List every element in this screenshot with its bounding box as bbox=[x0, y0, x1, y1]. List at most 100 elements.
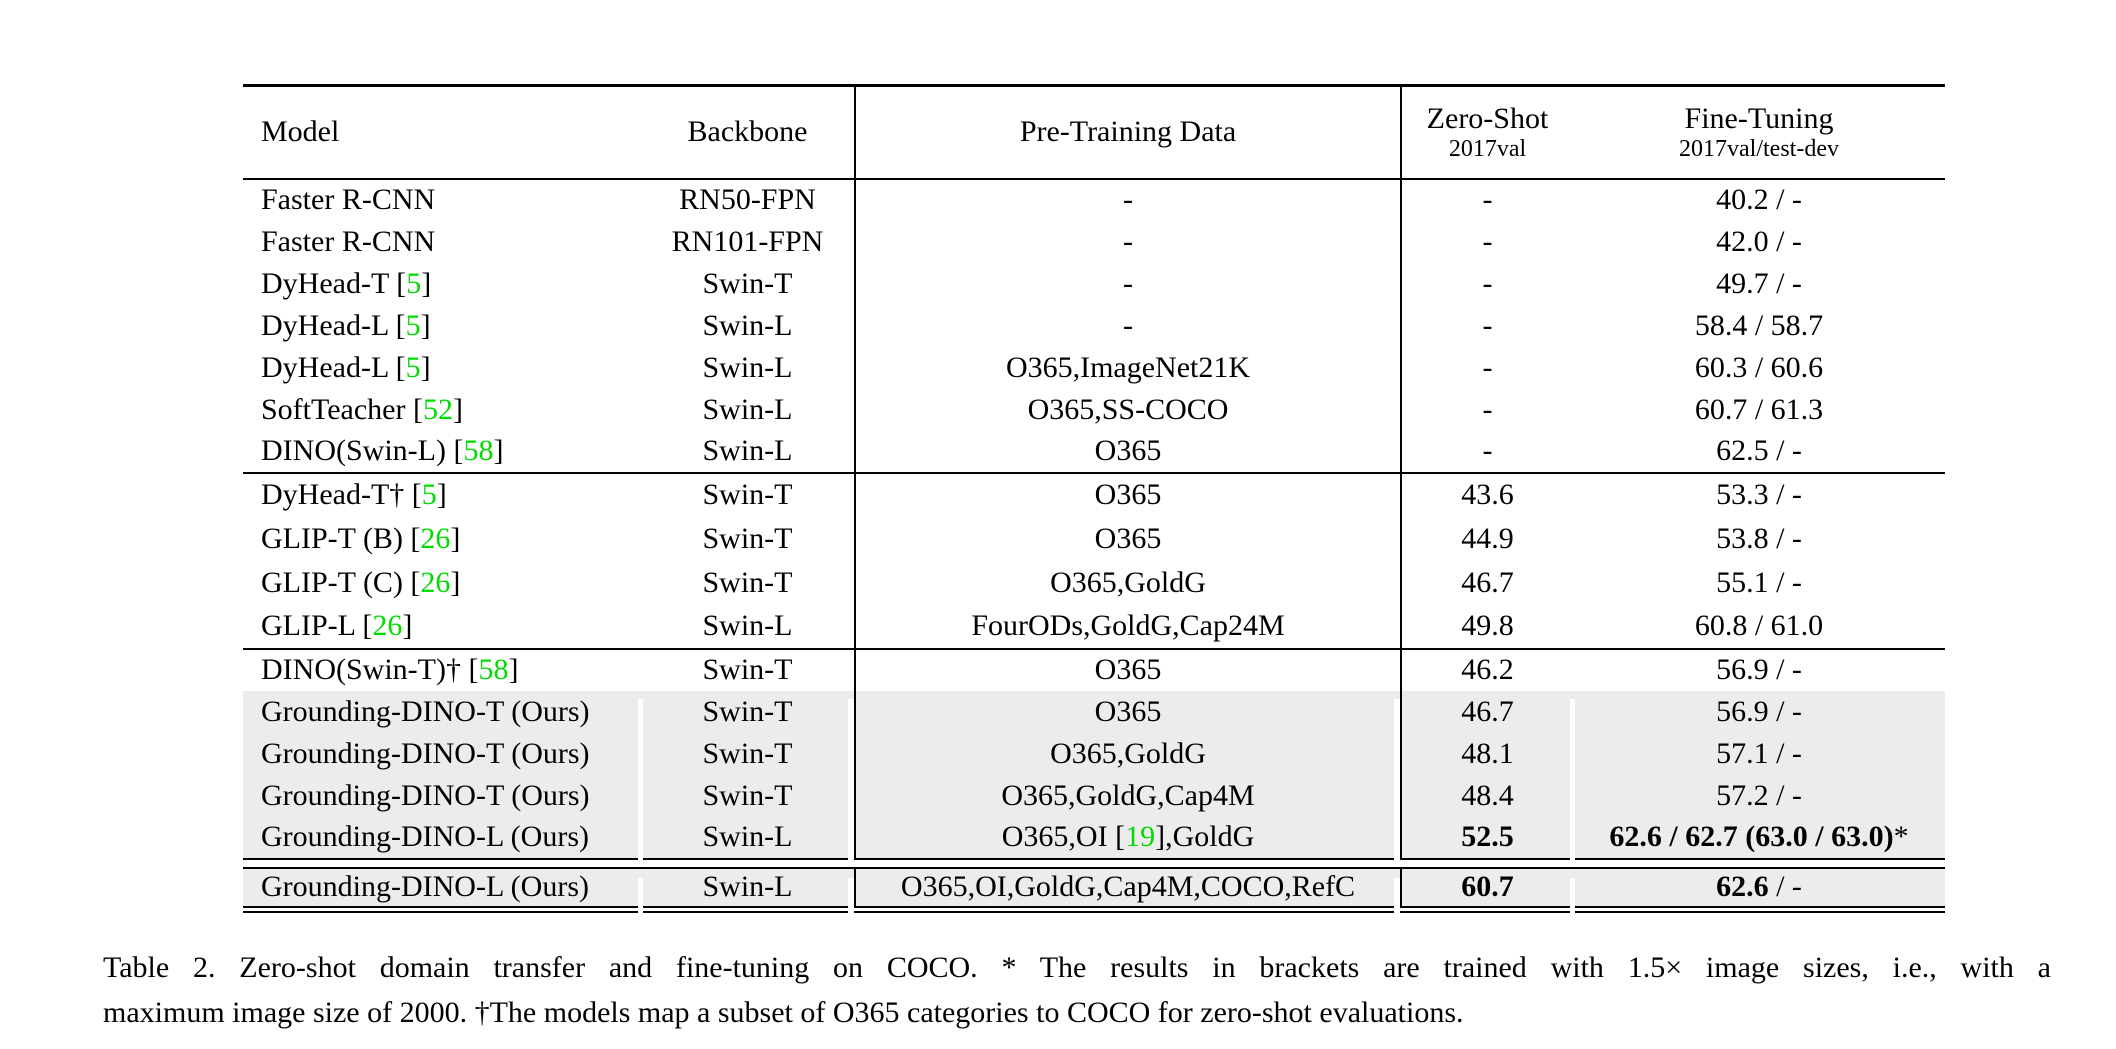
cell-text: GLIP-T (C) [ bbox=[261, 565, 421, 599]
table-row: Faster R-CNN RN50-FPN - - 40.2 / - bbox=[243, 178, 1945, 221]
cell-text: ],GoldG bbox=[1155, 820, 1255, 853]
cell-text: 46.7 bbox=[1461, 565, 1514, 599]
cell-text: - bbox=[1123, 308, 1133, 342]
cell-text: FourODs,GoldG,Cap24M bbox=[971, 609, 1285, 642]
cell-model: Grounding-DINO-L (Ours) bbox=[243, 867, 641, 910]
results-table-wrap: Model Backbone Pre-Training Data Zero-Sh… bbox=[243, 84, 1945, 918]
cell-zeroshot: - bbox=[1400, 346, 1573, 389]
cell-backbone: Swin-T bbox=[641, 263, 855, 305]
table-row: DINO(Swin-L) [58] Swin-L O365 - 62.5 / - bbox=[243, 430, 1945, 473]
table-row: GLIP-L [26] Swin-L FourODs,GoldG,Cap24M 49.… bbox=[243, 604, 1945, 649]
citation-ref: 19 bbox=[1125, 820, 1156, 853]
cell-text: 60.8 / 61.0 bbox=[1694, 609, 1824, 642]
citation-ref: 5 bbox=[405, 350, 421, 384]
cell-backbone: Swin-L bbox=[641, 347, 855, 389]
cell-finetune: 60.3 / 60.6 bbox=[1573, 347, 1945, 389]
cell-finetune: 40.2 / - bbox=[1573, 179, 1945, 221]
cell-finetune: 56.9 / - bbox=[1573, 690, 1945, 733]
cell-zeroshot: 60.7 bbox=[1400, 867, 1573, 910]
table-row: GLIP-T (B) [26] Swin-T O365 44.9 53.8 / - bbox=[243, 516, 1945, 561]
cell-text: ] bbox=[420, 350, 431, 384]
cell-text: / - bbox=[1768, 870, 1802, 904]
cell-model: DyHead-T [5] bbox=[243, 263, 641, 305]
cell-text: 60.7 / 61.3 bbox=[1694, 392, 1824, 426]
table-row: GLIP-T (C) [26] Swin-T O365,GoldG 46.7 55.1 … bbox=[243, 560, 1945, 605]
cell-text: O365 bbox=[1094, 653, 1162, 686]
cell-text: - bbox=[1482, 308, 1493, 342]
cell-model: GLIP-T (B) [26] bbox=[243, 517, 641, 561]
cell-text: Faster R-CNN bbox=[261, 224, 436, 258]
cell-text: 48.4 bbox=[1461, 778, 1514, 812]
cell-text: - bbox=[1482, 266, 1493, 300]
table-row: Grounding-DINO-L (Ours) Swin-L O365,OI,Gol… bbox=[243, 867, 1945, 910]
highlight-gap-divider bbox=[1570, 699, 1575, 864]
cell-text: Swin-L bbox=[702, 350, 793, 384]
cell-model: Faster R-CNN bbox=[243, 179, 641, 221]
cell-model: DyHead-L [5] bbox=[243, 347, 641, 389]
cell-finetune: 58.4 / 58.7 bbox=[1573, 305, 1945, 347]
cell-text: 62.6 bbox=[1716, 870, 1769, 904]
cell-backbone: Swin-T bbox=[641, 774, 855, 817]
cell-zeroshot: 48.4 bbox=[1400, 774, 1573, 817]
cell-text: Swin-L bbox=[702, 820, 793, 853]
cell-model: SoftTeacher [52] bbox=[243, 389, 641, 431]
caption-line-2: maximum image size of 2000. †The models … bbox=[103, 996, 1464, 1029]
cell-pretrain: - bbox=[854, 178, 1401, 221]
highlight-gap-divider bbox=[638, 878, 643, 918]
cell-backbone: Swin-T bbox=[641, 690, 855, 733]
cell-text: 60.3 / 60.6 bbox=[1694, 350, 1824, 384]
zero-shot-header-stack: Zero-Shot 2017val bbox=[1403, 102, 1573, 162]
column-header-backbone: Backbone bbox=[687, 115, 808, 149]
cell-text: O365 bbox=[1094, 434, 1162, 467]
cell-text: ] bbox=[421, 266, 432, 300]
cell-text: * bbox=[1893, 820, 1909, 853]
cell-text: 55.1 / - bbox=[1716, 565, 1802, 599]
cell-text: Swin-T bbox=[702, 653, 793, 686]
cell-pretrain: - bbox=[854, 262, 1401, 305]
cell-zeroshot: - bbox=[1400, 430, 1573, 473]
cell-backbone: Swin-L bbox=[641, 816, 855, 859]
column-header-fine-tuning-sublabel: 2017val/test-dev bbox=[1679, 135, 1839, 162]
cell-text: - bbox=[1123, 183, 1133, 216]
cell-model: DyHead-T† [5] bbox=[243, 473, 641, 517]
cell-text: O365,ImageNet21K bbox=[1005, 350, 1251, 384]
highlight-gap-divider bbox=[1394, 878, 1400, 918]
cell-text: 57.2 / - bbox=[1716, 778, 1802, 812]
cell-text: - bbox=[1123, 224, 1133, 258]
citation-ref: 5 bbox=[421, 478, 437, 511]
column-header-pretraining-data: Pre-Training Data bbox=[854, 85, 1401, 179]
table-row: Grounding-DINO-T (Ours) Swin-T O365 46.7 56.… bbox=[243, 690, 1945, 733]
cell-text: Faster R-CNN bbox=[261, 183, 436, 216]
table-row: DyHead-L [5] Swin-L - - 58.4 / 58.7 bbox=[243, 304, 1945, 347]
cell-text: Swin-L bbox=[702, 870, 793, 904]
cell-zeroshot: - bbox=[1400, 304, 1573, 347]
cell-pretrain: - bbox=[854, 304, 1401, 347]
cell-backbone: Swin-L bbox=[641, 431, 855, 473]
column-header-zero-shot: Zero-Shot 2017val bbox=[1400, 85, 1573, 179]
cell-text: O365,GoldG bbox=[1050, 565, 1206, 599]
cell-zeroshot: 43.6 bbox=[1400, 472, 1573, 517]
cell-text: Swin-T bbox=[702, 778, 793, 812]
cell-pretrain: O365,OI,GoldG,Cap4M,COCO,RefC bbox=[854, 867, 1401, 910]
cell-text: Grounding-DINO-T (Ours) bbox=[261, 694, 590, 728]
cell-text: 62.6 / 62.7 (63.0 / 63.0) bbox=[1609, 820, 1894, 853]
citation-ref: 26 bbox=[372, 609, 403, 642]
cell-backbone: RN50-FPN bbox=[641, 179, 855, 221]
cell-text: - bbox=[1482, 183, 1493, 216]
cell-backbone: Swin-T bbox=[641, 473, 855, 517]
cell-finetune: 53.8 / - bbox=[1573, 517, 1945, 561]
citation-ref: 5 bbox=[406, 266, 422, 300]
cell-zeroshot: 46.7 bbox=[1400, 560, 1573, 605]
cell-model: Grounding-DINO-T (Ours) bbox=[243, 732, 641, 775]
cell-text: 62.5 / - bbox=[1716, 434, 1802, 467]
cell-text: 60.7 bbox=[1461, 870, 1514, 904]
cell-text: Swin-T bbox=[702, 565, 793, 599]
cell-pretrain: O365 bbox=[854, 690, 1401, 733]
column-header-zero-shot-sublabel: 2017val bbox=[1448, 135, 1527, 162]
highlight-gap-divider bbox=[1570, 878, 1575, 918]
cell-text: Grounding-DINO-L (Ours) bbox=[261, 870, 589, 904]
cell-text: Swin-L bbox=[702, 434, 793, 467]
cell-text: Swin-T bbox=[702, 266, 793, 300]
cell-finetune: 60.8 / 61.0 bbox=[1573, 605, 1945, 649]
table-row: DyHead-L [5] Swin-L O365,ImageNet21K - 60.3 … bbox=[243, 346, 1945, 389]
